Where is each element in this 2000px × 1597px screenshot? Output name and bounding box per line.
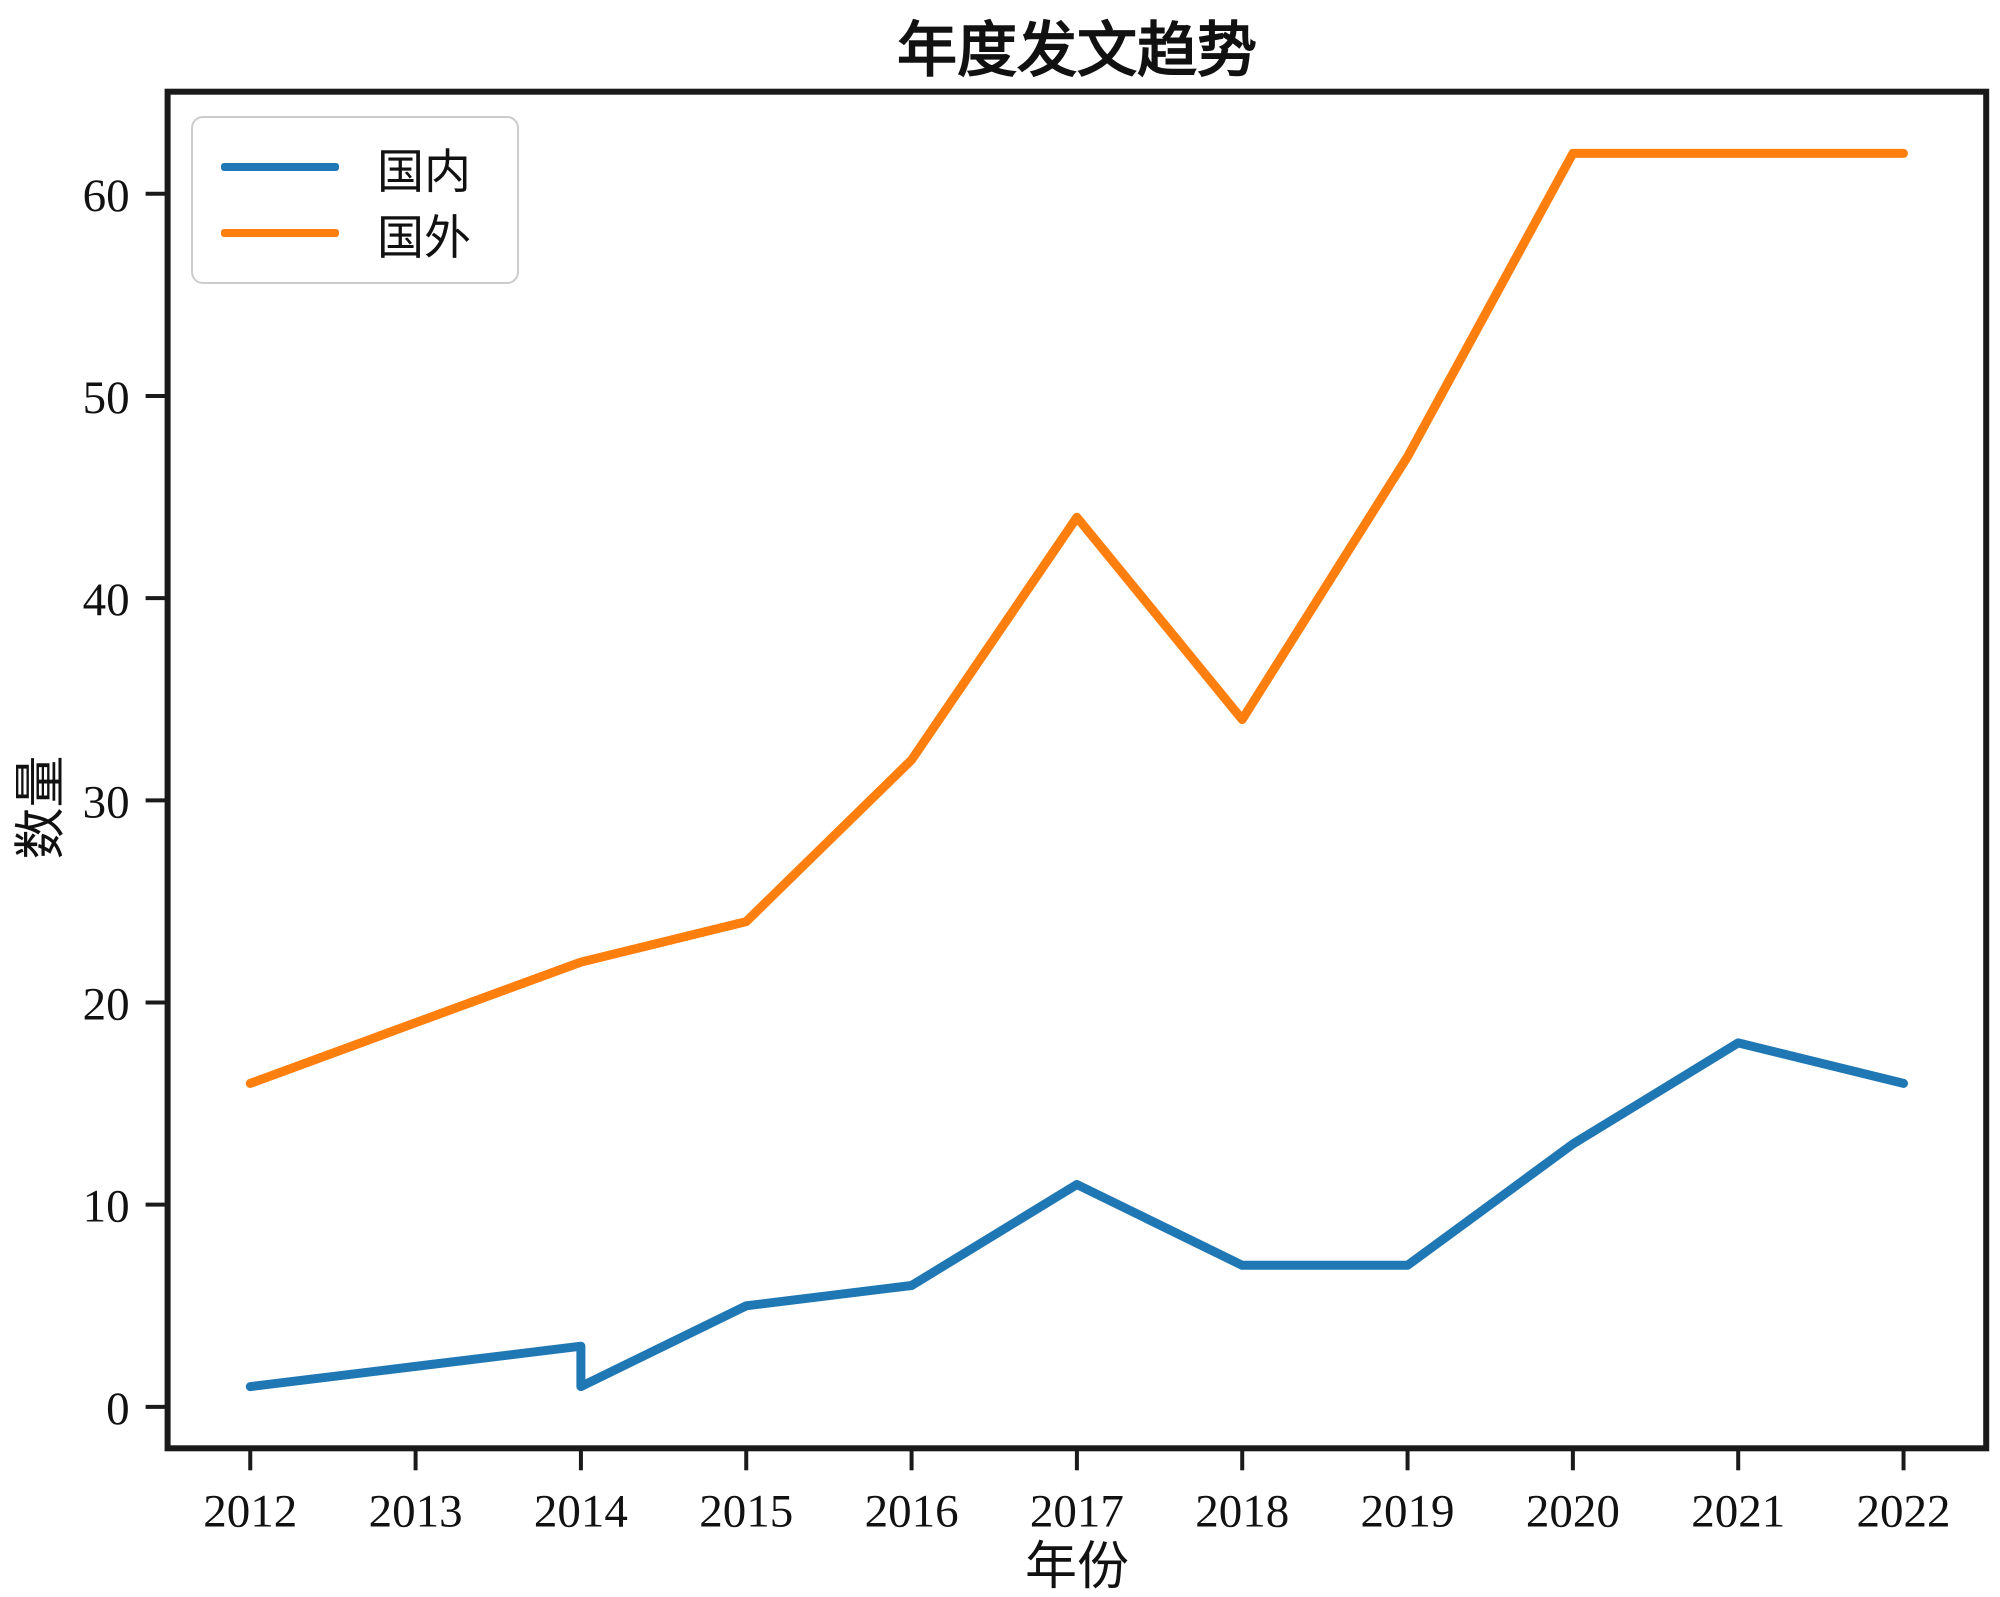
x-axis-label: 年份 xyxy=(1024,1539,1130,1596)
series-line-国外 xyxy=(245,148,1908,1088)
x-tick-label: 2018 xyxy=(1195,1485,1289,1537)
x-tick-label: 2013 xyxy=(369,1485,463,1537)
y-tick-label: 20 xyxy=(83,979,130,1031)
y-tick-label: 0 xyxy=(106,1383,130,1435)
y-tick-label: 60 xyxy=(83,170,130,222)
legend-item: 国内 xyxy=(221,134,471,200)
chart-title: 年度发文趋势 xyxy=(897,18,1257,84)
y-tick-label: 40 xyxy=(83,574,130,626)
x-tick-label: 2012 xyxy=(203,1485,297,1537)
x-tick-label: 2019 xyxy=(1361,1485,1455,1537)
legend-item: 国外 xyxy=(221,200,471,266)
x-tick-label: 2020 xyxy=(1526,1485,1620,1537)
y-axis-label: 数量 xyxy=(13,755,71,860)
y-tick-label: 30 xyxy=(83,776,130,828)
series-line-国内 xyxy=(245,1038,1908,1392)
x-tick-label: 2017 xyxy=(1030,1485,1124,1537)
legend: 国内 国外 xyxy=(191,116,519,284)
legend-label: 国内 xyxy=(377,146,471,199)
x-tick-label: 2016 xyxy=(865,1485,959,1537)
y-tick-label: 10 xyxy=(83,1181,130,1233)
legend-line-swatch xyxy=(221,229,339,237)
legend-line-swatch xyxy=(221,163,339,171)
x-tick-label: 2015 xyxy=(699,1485,793,1537)
legend-label: 国外 xyxy=(377,212,471,265)
x-tick-label: 2022 xyxy=(1857,1485,1951,1537)
y-tick-label: 50 xyxy=(83,372,130,424)
x-tick-label: 2021 xyxy=(1691,1485,1785,1537)
axes-frame xyxy=(164,88,1990,1452)
x-tick-label: 2014 xyxy=(534,1485,628,1537)
